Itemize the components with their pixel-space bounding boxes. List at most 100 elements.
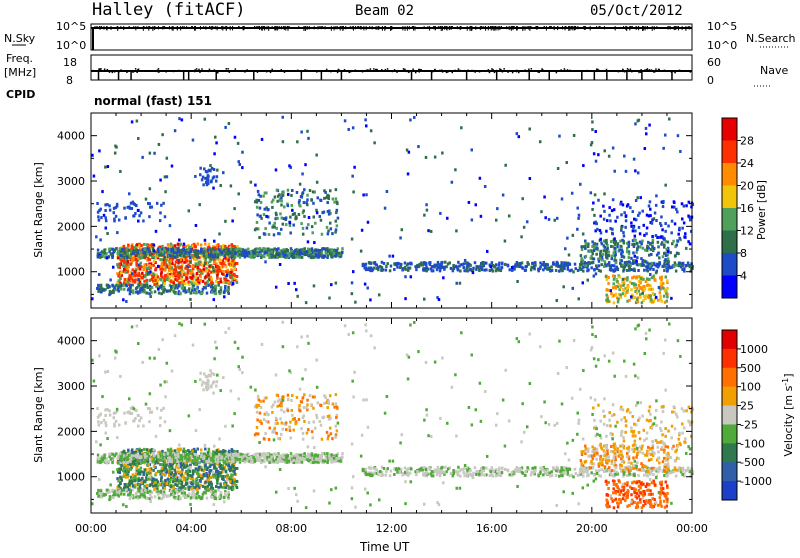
power-echo — [637, 300, 640, 303]
power-echo — [664, 230, 667, 233]
power-echo — [653, 263, 656, 266]
velocity-echo — [182, 475, 185, 478]
power-echo — [370, 129, 373, 132]
nave-dot — [500, 69, 502, 71]
nsky-tick — [212, 26, 213, 28]
nave-dot — [229, 71, 231, 73]
power-echo — [464, 259, 467, 262]
velocity-echo — [229, 480, 232, 483]
velocity-echo — [204, 481, 207, 484]
power-echo — [205, 283, 208, 286]
power-echo — [154, 279, 157, 282]
power-echo — [604, 246, 607, 249]
nsky-tick — [169, 26, 170, 29]
colorbar-swatch — [722, 276, 737, 299]
power-echo — [97, 215, 100, 218]
nave-dot — [355, 69, 357, 71]
power-echo — [569, 263, 572, 266]
power-echo — [626, 287, 629, 290]
power-echo — [647, 265, 650, 268]
power-echo — [279, 263, 282, 266]
power-echo — [146, 243, 149, 246]
power-echo — [630, 288, 633, 291]
power-echo — [144, 284, 147, 287]
nsky-tick — [499, 26, 500, 29]
power-echo — [177, 250, 180, 253]
power-echo — [123, 268, 126, 271]
power-echo — [649, 273, 652, 276]
power-echo — [231, 251, 234, 254]
nsky-tick — [517, 26, 518, 29]
power-echo — [472, 271, 475, 274]
power-echo — [306, 130, 309, 133]
power-echo — [151, 278, 154, 281]
velocity-echo — [199, 480, 202, 483]
power-echo — [444, 261, 447, 264]
power-echo — [623, 241, 626, 244]
nave-dot — [330, 71, 332, 73]
power-echo — [556, 299, 559, 302]
power-echo — [365, 124, 368, 127]
power-echo — [458, 265, 461, 268]
power-echo — [605, 239, 608, 242]
power-echo — [108, 293, 111, 296]
power-echo — [106, 232, 109, 235]
nsky-tick — [111, 26, 112, 30]
power-echo — [593, 257, 596, 260]
nsky-tick — [200, 26, 201, 30]
power-echo — [291, 209, 294, 212]
power-echo — [413, 116, 416, 119]
power-echo — [257, 190, 260, 193]
nsky-tick — [285, 26, 286, 31]
power-echo — [468, 201, 471, 204]
power-echo — [619, 240, 622, 243]
power-echo — [222, 262, 225, 265]
nsky-tick — [451, 26, 452, 28]
nave-dot — [406, 71, 408, 73]
power-echo — [273, 247, 276, 250]
power-echo — [200, 269, 203, 272]
power-echo — [313, 241, 316, 244]
velocity-echo — [183, 478, 186, 481]
nsky-tick-top: 10^5 — [56, 20, 86, 33]
velocity-echo — [164, 487, 167, 490]
nsky-tick — [104, 26, 105, 30]
velocity-echo — [201, 469, 204, 472]
nave-dot — [270, 72, 272, 74]
power-echo — [178, 239, 181, 242]
power-echo — [518, 135, 521, 138]
power-echo — [157, 275, 160, 278]
nsky-tick — [391, 26, 392, 30]
nave-dot — [242, 70, 244, 72]
nsky-tick — [318, 26, 319, 30]
velocity-echo — [194, 449, 197, 452]
power-echo — [591, 141, 594, 144]
nave-dot — [666, 71, 668, 73]
power-echo — [674, 222, 677, 225]
power-echo — [195, 276, 198, 279]
nsky-tick — [337, 26, 338, 29]
nsky-tick — [523, 26, 524, 29]
power-echo — [237, 142, 240, 145]
velocity-echo — [207, 485, 210, 488]
power-echo — [136, 259, 139, 262]
velocity-echo — [236, 486, 239, 489]
power-echo — [395, 263, 398, 266]
power-echo — [108, 248, 111, 251]
power-echo — [300, 195, 303, 198]
nsky-tick — [345, 26, 346, 29]
power-echo — [194, 244, 197, 247]
power-echo — [560, 261, 563, 264]
power-echo — [677, 233, 680, 236]
colorbar-swatch — [722, 118, 737, 141]
power-echo — [111, 256, 114, 259]
power-echo — [193, 291, 196, 294]
power-echo — [660, 282, 663, 285]
power-echo — [201, 292, 204, 295]
nave-dot — [392, 71, 394, 73]
power-echo — [656, 263, 659, 266]
power-echo — [338, 252, 341, 255]
power-echo — [655, 234, 658, 237]
power-echo — [272, 199, 275, 202]
